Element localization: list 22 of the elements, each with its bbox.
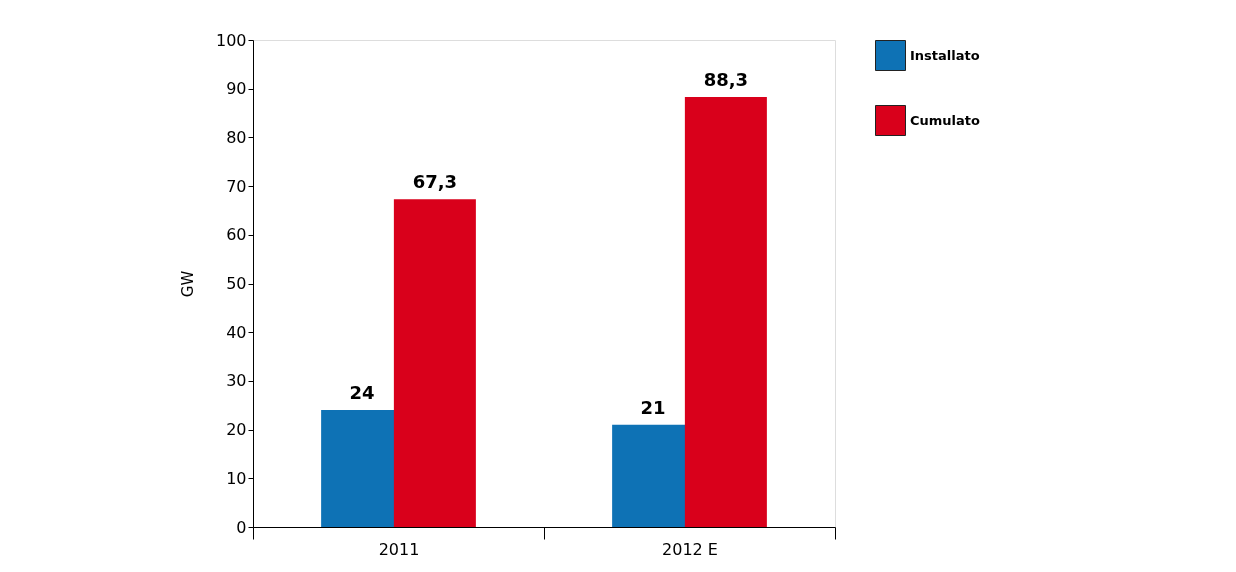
data-label: 88,3 bbox=[703, 68, 749, 90]
y-tick-label: 30 bbox=[226, 371, 247, 391]
y-tick-label: 50 bbox=[226, 274, 247, 293]
y-tick-label: 10 bbox=[226, 468, 247, 488]
legend-label: Cumulato bbox=[910, 112, 981, 128]
legend-label: Installato bbox=[910, 47, 980, 63]
y-tick-label: 90 bbox=[226, 79, 247, 99]
data-label: 67,3 bbox=[412, 171, 458, 193]
bar bbox=[684, 96, 767, 527]
y-tick-label: 40 bbox=[226, 322, 247, 342]
y-tick-label: 70 bbox=[226, 176, 247, 196]
y-tick-label: 0 bbox=[236, 517, 247, 537]
x-tick-label: 2011 bbox=[378, 539, 420, 559]
data-label: 24 bbox=[349, 382, 375, 404]
x-tick-label: 2012 E bbox=[662, 539, 718, 559]
bar bbox=[393, 199, 476, 527]
y-tick-label: 100 bbox=[215, 30, 247, 50]
y-axis-title: GW bbox=[178, 270, 197, 298]
data-label: 21 bbox=[640, 396, 666, 418]
y-tick-label: 60 bbox=[226, 225, 247, 245]
y-tick-label: 20 bbox=[226, 420, 247, 440]
y-tick-label: 80 bbox=[226, 127, 247, 147]
